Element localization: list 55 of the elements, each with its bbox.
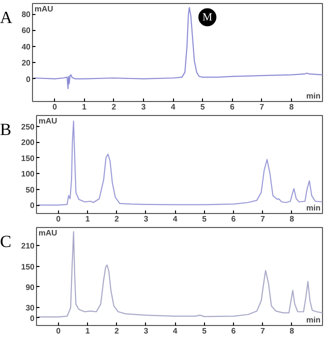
y-tick-label: 40 [22,42,32,52]
y-tick-label: 80 [22,10,32,20]
chart-title: A [0,7,12,29]
y-axis-title: mAU [34,4,54,14]
x-axis-title: min [306,316,321,324]
y-tick-label: 150 [21,154,36,163]
x-tick-label: 8 [290,326,295,336]
x-axis-title: min [306,92,321,100]
y-tick-label: 250 [21,122,36,132]
x-tick-label: 8 [290,214,295,224]
x-tick-label: 4 [170,102,176,112]
y-tick-label: 0 [30,201,36,210]
x-tick-label: 6 [230,102,236,112]
x-tick-label: 0 [56,214,62,224]
chart-title: C [0,231,12,253]
y-tick-label: 60 [22,26,32,36]
x-tick-label: 2 [114,326,120,336]
x-tick-label: 7 [260,102,265,112]
x-tick-label: 4 [172,326,178,336]
x-tick-label: 3 [141,102,146,112]
x-tick-label: 1 [82,102,88,112]
x-tick-label: 0 [52,102,58,112]
x-tick-label: 2 [114,214,120,224]
annotation: M [202,11,212,24]
y-tick-label: 200 [21,138,36,148]
line-series [37,231,322,318]
y-tick-label: 0 [26,74,32,84]
x-tick-label: 3 [144,326,149,336]
x-tick-label: 8 [289,102,294,112]
x-tick-label: 6 [231,326,236,336]
y-tick-label: 90 [26,282,36,292]
y-tick-label: 0 [30,314,36,323]
x-tick-label: 1 [85,326,90,336]
y-tick-label: 50 [26,185,36,194]
x-tick-label: 5 [200,102,206,112]
x-tick-label: 5 [202,326,208,336]
y-tick-label: 20 [22,58,32,68]
y-axis-title: mAU [38,228,58,238]
x-tick-label: 3 [144,214,149,224]
x-tick-label: 7 [260,214,266,224]
y-tick-label: 150 [21,262,36,272]
line-series [33,7,322,90]
y-tick-label: 30 [26,304,36,313]
x-tick-label: 0 [56,326,62,336]
x-tick-label: 1 [85,214,90,224]
x-tick-label: 2 [112,102,117,112]
y-axis-title: mAU [38,116,58,126]
y-tick-label: 210 [21,242,36,251]
x-tick-label: 5 [202,214,208,224]
y-tick-label: 100 [21,170,36,179]
x-tick-label: 6 [231,214,236,224]
chart-title: B [0,119,12,141]
x-tick-label: 7 [260,326,266,336]
x-tick-label: 4 [172,214,178,224]
x-axis-title: min [306,204,321,212]
